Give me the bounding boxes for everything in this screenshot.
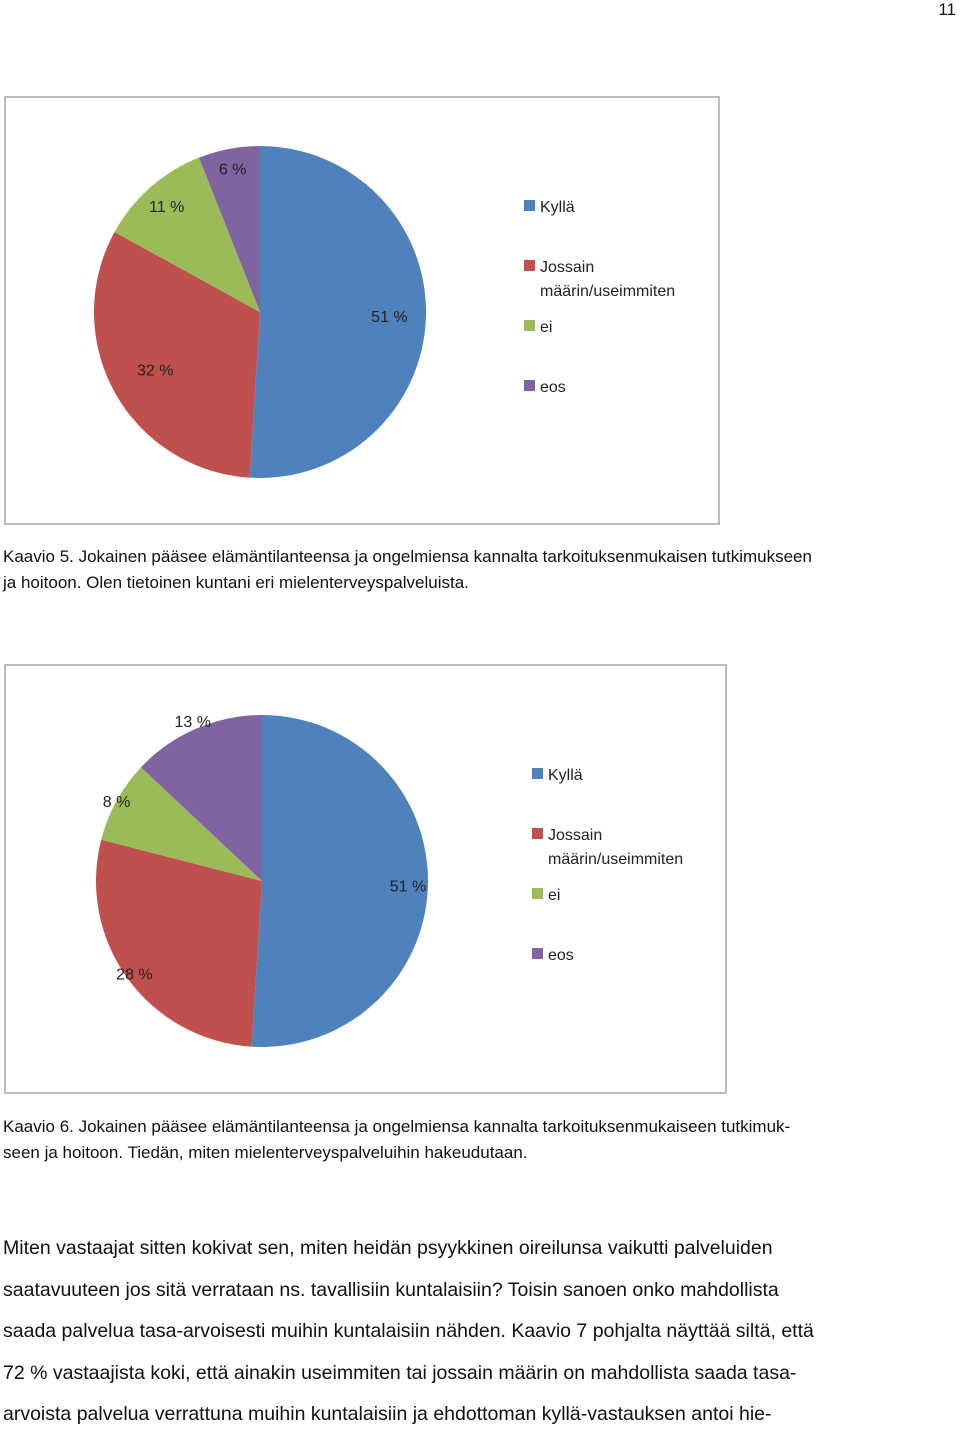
legend-swatch-jossain (524, 260, 535, 271)
page-number: 11 (938, 0, 956, 19)
caption-line: Kaavio 6. Jokainen pääsee elämäntilantee… (3, 1117, 791, 1136)
pie-chart-svg: 51 % 32 % 11 % 6 % Kyllä Jossain määrin/useimm… (93, 146, 675, 478)
pie-slice-kylla (249, 146, 427, 478)
body-line: arvoista palvelua verrattuna muihin kunt… (3, 1403, 772, 1425)
data-label-jossain: 32 % (137, 363, 173, 380)
data-label-ei: 8 % (103, 794, 131, 811)
pie-slice-jossain (95, 839, 262, 1047)
pie-chart-kaavio-6: 51 % 28 % 8 % 13 % Kyllä Jossain määrin/useimm… (4, 664, 727, 1094)
data-label-kylla: 51 % (371, 309, 407, 326)
pie-slice-jossain (93, 232, 261, 478)
legend-label-eos: eos (548, 947, 574, 964)
legend-label-kylla: Kyllä (548, 767, 583, 784)
pie-slice-kylla (251, 715, 429, 1047)
pie-slice-eos (198, 146, 260, 312)
data-label-ei: 11 % (149, 199, 184, 216)
pie-slice-ei (101, 767, 262, 881)
pie-slice-ei (114, 157, 261, 312)
caption-kaavio-5: Kaavio 5. Jokainen pääsee elämäntilantee… (3, 544, 953, 596)
body-paragraph: Miten vastaajat sitten kokivat sen, mite… (3, 1228, 958, 1436)
legend-label-jossain: määrin/useimmiten (540, 283, 675, 300)
legend-swatch-kylla (524, 200, 535, 211)
legend-swatch-eos (532, 948, 543, 959)
legend-label-jossain: määrin/useimmiten (548, 851, 683, 868)
legend-label-eos: eos (540, 379, 566, 396)
caption-kaavio-6: Kaavio 6. Jokainen pääsee elämäntilantee… (3, 1114, 953, 1166)
caption-line: Kaavio 5. Jokainen pääsee elämäntilantee… (3, 547, 812, 566)
legend-swatch-jossain (532, 828, 543, 839)
legend-swatch-kylla (532, 768, 543, 779)
data-label-eos: 6 % (219, 162, 247, 179)
pie-chart-kaavio-5: 51 % 32 % 11 % 6 % Kyllä Jossain määrin/useimm… (4, 96, 720, 525)
legend-swatch-ei (532, 888, 543, 899)
legend-swatch-eos (524, 380, 535, 391)
caption-line: ja hoitoon. Olen tietoinen kuntani eri m… (3, 573, 469, 592)
body-line: saada palvelua tasa-arvoisesti muihin ku… (3, 1320, 814, 1342)
body-line: 72 % vastaajista koki, että ainakin usei… (3, 1361, 797, 1384)
pie-chart-svg: 51 % 28 % 8 % 13 % Kyllä Jossain määrin/useimm… (95, 714, 683, 1047)
caption-line: seen ja hoitoon. Tiedän, miten mielenter… (3, 1143, 528, 1162)
body-line: Miten vastaajat sitten kokivat sen, mite… (3, 1237, 773, 1259)
body-line: saatavuuteen jos sitä verrataan ns. tava… (3, 1278, 779, 1301)
legend-label-ei: ei (548, 887, 560, 904)
legend-label-kylla: Kyllä (540, 199, 575, 216)
data-label-eos: 13 % (175, 714, 211, 731)
legend-swatch-ei (524, 320, 535, 331)
pie-slice-eos (140, 715, 262, 881)
data-label-kylla: 51 % (390, 879, 426, 896)
data-label-jossain: 28 % (116, 967, 152, 984)
legend-label-ei: ei (540, 319, 552, 336)
legend-label-jossain: Jossain (548, 827, 602, 844)
legend-label-jossain: Jossain (540, 259, 594, 276)
